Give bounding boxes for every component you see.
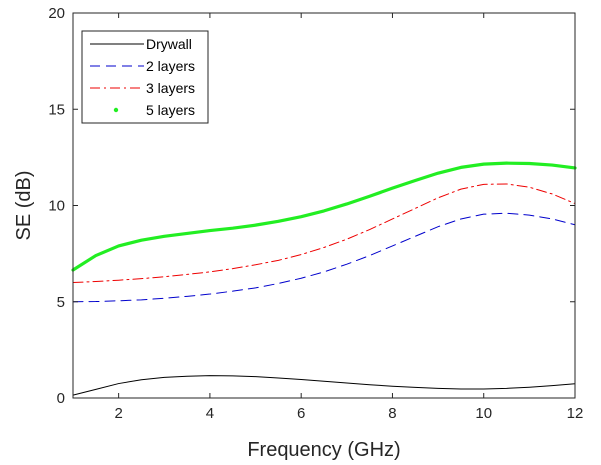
series-line-3 [72, 183, 576, 283]
y-tick-label: 10 [48, 198, 65, 215]
series-line-1 [72, 375, 576, 396]
legend-label-2: 2 layers [146, 58, 195, 74]
legend-marker-4 [113, 107, 119, 113]
y-axis-label: SE (dB) [13, 170, 35, 240]
x-tick-label: 4 [206, 405, 214, 422]
y-tick-label: 5 [57, 294, 65, 311]
legend-label-1: Drywall [146, 36, 192, 52]
x-axis: 2 4 6 8 10 12 [114, 13, 583, 422]
legend-label-3: 3 layers [146, 80, 195, 96]
x-tick-label: 12 [567, 405, 584, 422]
x-axis-label: Frequency (GHz) [247, 439, 400, 461]
y-tick-label: 15 [48, 101, 65, 118]
y-axis: 0 5 10 15 20 [48, 5, 575, 407]
legend: Drywall 2 layers 3 layers 5 layers [81, 30, 209, 124]
series-line-4 [71, 161, 577, 272]
y-tick-label: 20 [48, 5, 65, 22]
x-tick-label: 10 [475, 405, 492, 422]
series-layer [71, 161, 577, 396]
legend-label-4: 5 layers [146, 102, 195, 118]
series-line-2 [72, 212, 576, 303]
x-tick-label: 6 [297, 405, 305, 422]
x-tick-label: 8 [388, 405, 396, 422]
y-tick-label: 0 [57, 390, 65, 407]
legend-box [81, 30, 209, 124]
x-tick-label: 2 [114, 405, 122, 422]
